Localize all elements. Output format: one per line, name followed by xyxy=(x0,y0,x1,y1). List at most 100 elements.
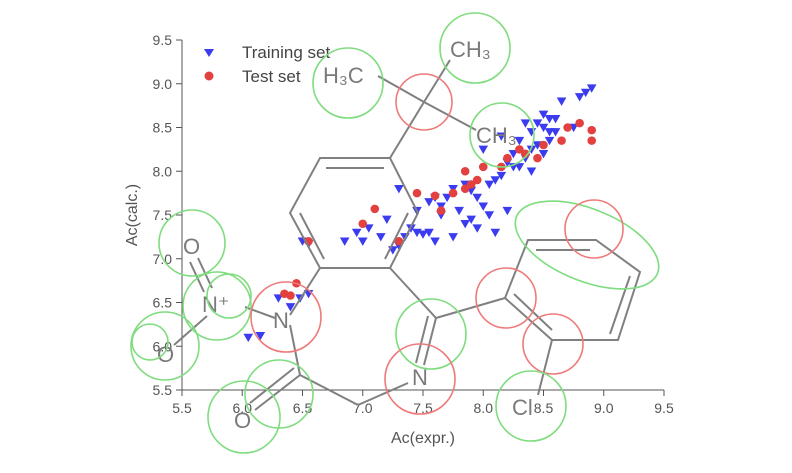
training-set-point xyxy=(496,132,507,141)
test-set-point xyxy=(436,206,446,215)
training-set-point xyxy=(508,149,519,159)
training-set-point xyxy=(586,84,597,93)
legend-marker-training xyxy=(204,49,214,57)
y-tick-label: 5.5 xyxy=(153,382,173,398)
training-set-point xyxy=(574,93,585,102)
red-highlight-aryl-para xyxy=(564,199,624,259)
green-highlight-aryl-ring xyxy=(514,200,660,290)
training-set-point xyxy=(466,215,476,224)
test-set-point xyxy=(412,188,422,198)
training-set-point xyxy=(339,237,350,246)
test-set-point xyxy=(557,136,566,145)
training-set-point xyxy=(255,331,266,341)
test-set-point xyxy=(587,136,596,145)
training-set-point xyxy=(418,230,428,239)
x-tick-label: 9.5 xyxy=(654,400,674,416)
data-points xyxy=(243,84,597,343)
test-set-point xyxy=(503,153,512,163)
green-highlight-o-lower xyxy=(130,311,200,381)
atom-label-n-nitro: N xyxy=(273,308,289,333)
training-set-point xyxy=(394,184,404,194)
training-set-point xyxy=(532,119,543,128)
training-set-point xyxy=(472,193,483,203)
training-set-point xyxy=(363,224,374,233)
training-set-point xyxy=(556,97,567,106)
y-tick-label: 8.0 xyxy=(153,163,173,179)
bond-n-nplus xyxy=(244,306,276,319)
training-set-point xyxy=(454,206,464,216)
test-set-point xyxy=(575,118,584,128)
x-tick-label: 8.0 xyxy=(474,400,494,416)
y-tick-label: 6.5 xyxy=(153,295,173,311)
highlight-circles xyxy=(130,12,660,454)
bond-carbonyl-o-b xyxy=(249,367,295,404)
training-set-point xyxy=(273,294,284,303)
y-tick-label: 9.5 xyxy=(153,32,173,48)
ring-inner-bond-3 xyxy=(384,212,409,260)
training-set-point xyxy=(484,211,495,220)
training-set-point xyxy=(526,128,537,137)
test-set-point xyxy=(286,291,295,300)
training-set-point xyxy=(351,228,362,238)
test-set-point xyxy=(460,166,470,176)
training-set-point xyxy=(424,198,434,207)
axes: 5.5 6.0 6.5 7.0 7.5 8.0 8.5 9.0 9.5 5.56.06.57.0… xyxy=(153,32,674,416)
training-set-point xyxy=(538,123,549,133)
bond-tbutyl-ch3-right xyxy=(423,101,477,131)
test-set-point xyxy=(460,184,470,194)
legend-label-training: Training set xyxy=(242,43,330,62)
test-set-point xyxy=(370,204,380,214)
training-set-point xyxy=(550,128,561,137)
legend-label-test: Test set xyxy=(242,67,301,86)
bond-imine-c-n-b xyxy=(415,315,429,364)
test-set-point xyxy=(533,153,542,163)
training-set-point xyxy=(544,128,555,137)
y-tick-label: 9.0 xyxy=(153,76,173,92)
training-set-point xyxy=(357,237,368,246)
training-set-point xyxy=(496,171,507,181)
training-set-point xyxy=(460,219,470,229)
test-set-point xyxy=(466,180,476,189)
y-tick-label: 7.5 xyxy=(153,207,173,223)
x-tick-label: 6.0 xyxy=(233,400,253,416)
training-set-point xyxy=(538,110,549,119)
green-highlight-ch3-top xyxy=(439,12,511,84)
training-set-point xyxy=(478,202,489,211)
green-highlight-o-carbonyl xyxy=(207,380,281,454)
bond-tbutyl-h3c xyxy=(377,75,425,103)
test-set-point xyxy=(478,162,488,172)
legend-marker-test xyxy=(204,71,214,81)
atom-labels: CH₃ H₃C CH₃ O N⁺ N O O N Cl xyxy=(157,37,533,433)
training-set-point xyxy=(430,237,440,246)
red-highlight-aryl-c1 xyxy=(475,267,537,329)
training-set-point xyxy=(285,303,296,312)
bond-nplus-o-lower xyxy=(173,315,208,346)
x-axis-ticks: 5.5 6.0 6.5 7.0 7.5 8.0 8.5 9.0 9.5 xyxy=(172,390,674,416)
training-set-point xyxy=(550,114,561,124)
green-highlight-h3c xyxy=(312,47,384,119)
training-set-point xyxy=(502,206,513,216)
training-set-point xyxy=(484,180,495,189)
training-set-point xyxy=(544,136,555,146)
training-set-point xyxy=(544,114,555,124)
test-set-point xyxy=(448,188,458,198)
bond-aryl-cl xyxy=(537,339,553,396)
green-highlight-ch3-right xyxy=(469,102,535,168)
y-tick-label: 8.5 xyxy=(153,120,173,136)
atom-label-cl: Cl xyxy=(512,395,533,420)
atom-label-ch3-top: CH₃ xyxy=(450,37,491,62)
x-tick-label: 5.5 xyxy=(172,400,192,416)
molecule-overlay xyxy=(173,59,642,411)
atom-label-ch3-right: CH₃ xyxy=(476,123,517,148)
bond-nplus-o-upper-b xyxy=(189,261,205,293)
atom-label-o-upper: O xyxy=(183,234,200,259)
bond-carbonyl-o-a xyxy=(254,374,301,411)
training-set-point xyxy=(243,333,254,343)
ring-inner-bond-2 xyxy=(299,212,325,260)
bond-ring-imine-c xyxy=(389,267,437,319)
green-highlight-imine-c xyxy=(395,298,467,370)
test-set-point xyxy=(394,236,404,246)
training-set-point xyxy=(514,163,525,172)
test-set-point xyxy=(515,145,524,154)
training-set-point xyxy=(490,176,501,185)
